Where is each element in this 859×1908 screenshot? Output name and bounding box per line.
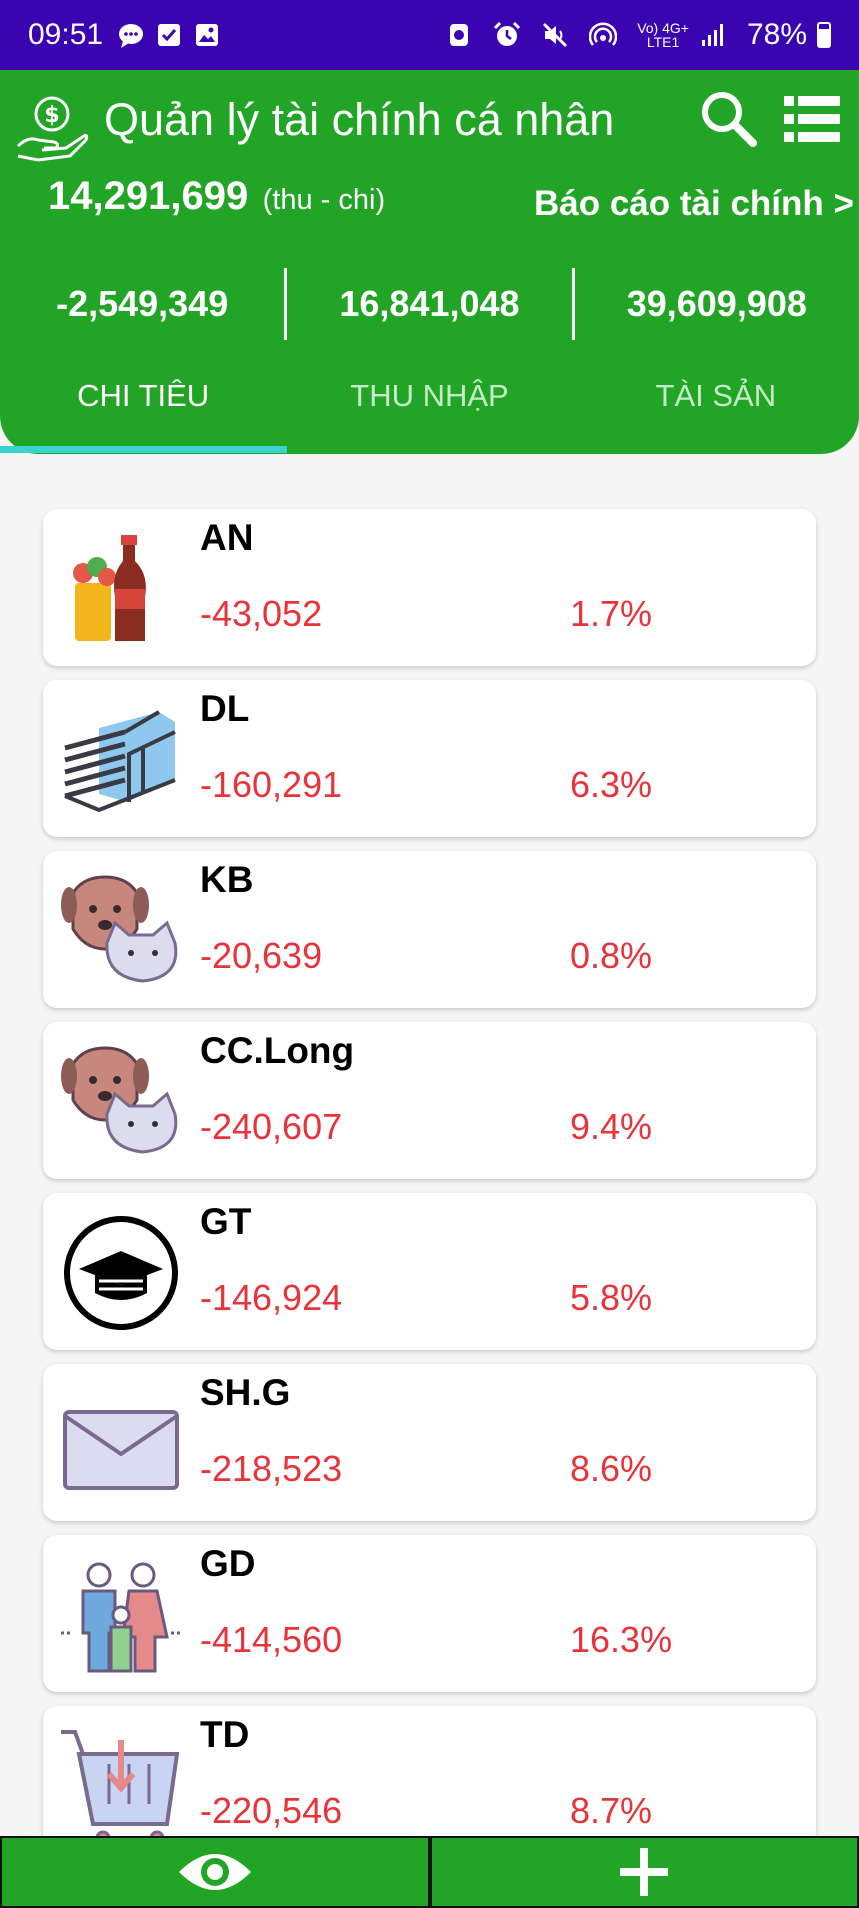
category-percent: 16.3% <box>570 1619 673 1660</box>
signal-icon <box>701 24 723 46</box>
category-name: GT <box>200 1201 252 1242</box>
stat-assets-total: 39,609,908 <box>626 283 807 324</box>
category-name: GD <box>200 1543 256 1584</box>
category-name: AN <box>200 517 254 558</box>
category-amount: -414,560 <box>200 1619 343 1660</box>
status-bar: 09:51 Vo) 4G+ LTE1 <box>0 0 859 70</box>
shopping-basket-icon <box>61 1730 180 1836</box>
eye-icon <box>178 1854 251 1890</box>
family-icon <box>61 1562 181 1673</box>
stats-row: -2,549,349 16,841,048 39,609,908 <box>0 266 859 342</box>
category-percent: 6.3% <box>570 764 653 805</box>
money-stack-icon <box>64 710 176 813</box>
category-name: TD <box>200 1714 250 1755</box>
category-amount: -43,052 <box>200 593 323 634</box>
mute-icon <box>543 22 568 48</box>
data-saver-icon <box>450 24 469 46</box>
app-header: $ Quản lý tài chính cá nhân 14,291,699 (… <box>0 70 859 454</box>
tab-tai-san[interactable]: TÀI SẢN <box>655 378 777 413</box>
bottom-action-bar <box>0 1836 859 1908</box>
app-title: Quản lý tài chính cá nhân <box>104 94 615 145</box>
category-name: CC.Long <box>200 1030 355 1071</box>
category-card-sh-g[interactable]: SH.G -218,523 8.6% <box>43 1364 816 1521</box>
category-card-cc-long[interactable]: CC.Long -240,607 9.4% <box>43 1022 816 1179</box>
category-amount: -240,607 <box>200 1106 343 1147</box>
category-percent: 8.7% <box>570 1790 653 1831</box>
add-transaction-button[interactable] <box>429 1836 859 1908</box>
category-percent: 1.7% <box>570 593 653 634</box>
category-amount: -20,639 <box>200 935 323 976</box>
plus-icon <box>620 1848 669 1896</box>
category-amount: -146,924 <box>200 1277 343 1318</box>
stat-divider <box>571 268 575 340</box>
category-card-gt[interactable]: GT -146,924 5.8% <box>43 1193 816 1350</box>
category-percent: 9.4% <box>570 1106 653 1147</box>
category-percent: 5.8% <box>570 1277 653 1318</box>
money-hand-icon: $ <box>16 96 89 162</box>
battery-percent: 78% <box>746 18 807 51</box>
list-menu-icon[interactable] <box>784 94 840 144</box>
battery-icon <box>817 22 831 48</box>
hotspot-icon <box>589 22 618 46</box>
category-percent: 0.8% <box>570 935 653 976</box>
category-card-kb[interactable]: KB -20,639 0.8% <box>43 851 816 1008</box>
category-card-dl[interactable]: DL -160,291 6.3% <box>43 680 816 837</box>
category-name: DL <box>200 688 250 729</box>
category-card-an[interactable]: AN -43,052 1.7% <box>43 509 816 666</box>
toggle-visibility-button[interactable] <box>0 1836 430 1908</box>
category-card-gd[interactable]: GD -414,560 16.3% <box>43 1535 816 1692</box>
network-label: Vo) 4G+ LTE1 <box>637 20 689 50</box>
tab-bar: CHI TIÊU THU NHẬP TÀI SẢN <box>0 360 859 448</box>
search-icon[interactable] <box>698 88 758 148</box>
category-list[interactable]: AN -43,052 1.7% DL -160,291 6.3% KB -20,… <box>0 454 859 1836</box>
balance-value: 14,291,699 <box>48 174 249 218</box>
category-amount: -218,523 <box>200 1448 343 1489</box>
balance-summary: 14,291,699 (thu - chi) <box>48 174 385 219</box>
category-card-td[interactable]: TD -220,546 8.7% <box>43 1706 816 1836</box>
tab-indicator <box>0 446 287 453</box>
balance-note: (thu - chi) <box>262 184 386 216</box>
pets-icon <box>61 1046 178 1154</box>
chat-notification-icon <box>119 24 144 48</box>
stat-income-total: 16,841,048 <box>339 283 520 324</box>
envelope-icon <box>63 1410 179 1490</box>
category-name: KB <box>200 859 254 900</box>
graduation-cap-icon <box>64 1216 178 1330</box>
category-name: SH.G <box>200 1372 291 1413</box>
stat-expense-total: -2,549,349 <box>56 283 229 324</box>
stat-divider <box>284 268 288 340</box>
checkbox-notification-icon <box>158 24 181 46</box>
category-amount: -160,291 <box>200 764 343 805</box>
financial-report-link[interactable]: Báo cáo tài chính > <box>534 184 854 223</box>
pets-icon <box>61 875 178 983</box>
alarm-icon <box>494 21 521 46</box>
tab-thu-nhap[interactable]: THU NHẬP <box>350 378 509 413</box>
category-amount: -220,546 <box>200 1790 343 1831</box>
tab-chi-tieu[interactable]: CHI TIÊU <box>77 378 210 413</box>
status-time: 09:51 <box>28 18 104 51</box>
food-drink-icon <box>73 535 146 641</box>
category-percent: 8.6% <box>570 1448 653 1489</box>
svg-text:$: $ <box>44 103 59 128</box>
image-notification-icon <box>196 24 219 46</box>
